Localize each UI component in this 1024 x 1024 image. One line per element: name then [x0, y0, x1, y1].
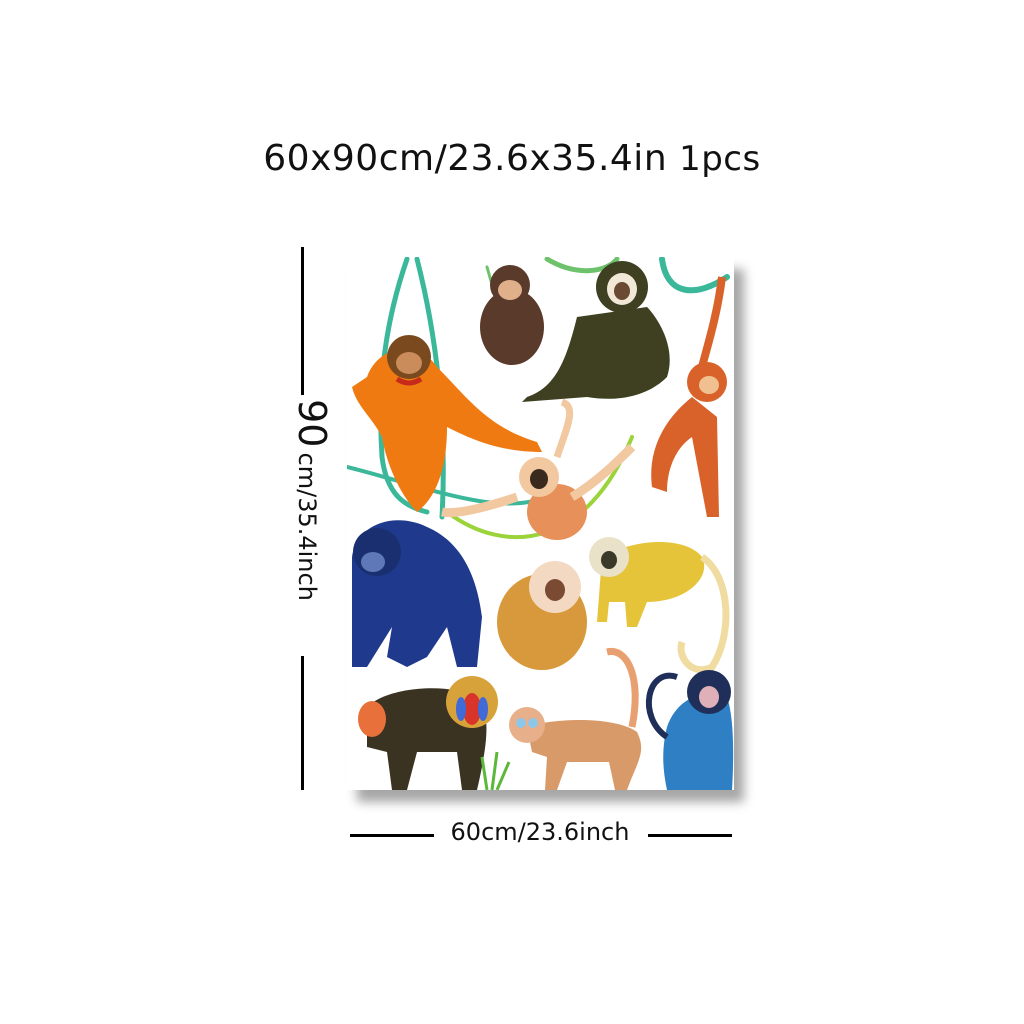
tan-monkey	[509, 648, 642, 790]
height-number: 90	[290, 399, 334, 448]
height-line-bottom	[301, 656, 304, 790]
mandrill	[358, 676, 498, 790]
gibbon	[522, 261, 670, 402]
golden-snub-nosed-monkey	[497, 561, 587, 670]
grass	[480, 751, 511, 790]
blue-monkey	[646, 670, 734, 790]
poster-canvas	[347, 257, 734, 790]
size-title-text: 60x90cm/23.6x35.4in	[263, 138, 668, 179]
width-label: 60cm/23.6inch	[450, 818, 630, 846]
squirrel-monkey	[589, 537, 730, 673]
pcs-text: 1pcs	[679, 139, 761, 179]
height-line-top	[301, 247, 304, 395]
orangutan	[352, 335, 542, 512]
width-line-right	[648, 834, 732, 837]
golden-monkey	[441, 398, 636, 540]
height-label: 90 cm/35.4inch	[290, 399, 334, 601]
hanging-monkey	[651, 276, 727, 517]
width-line-left	[350, 834, 434, 837]
size-title: 60x90cm/23.6x35.4in 1pcs	[0, 138, 1024, 179]
gorilla	[352, 520, 482, 667]
primates-artwork	[347, 257, 734, 790]
chimpanzee	[480, 265, 544, 365]
height-unit: cm/35.4inch	[293, 452, 321, 601]
